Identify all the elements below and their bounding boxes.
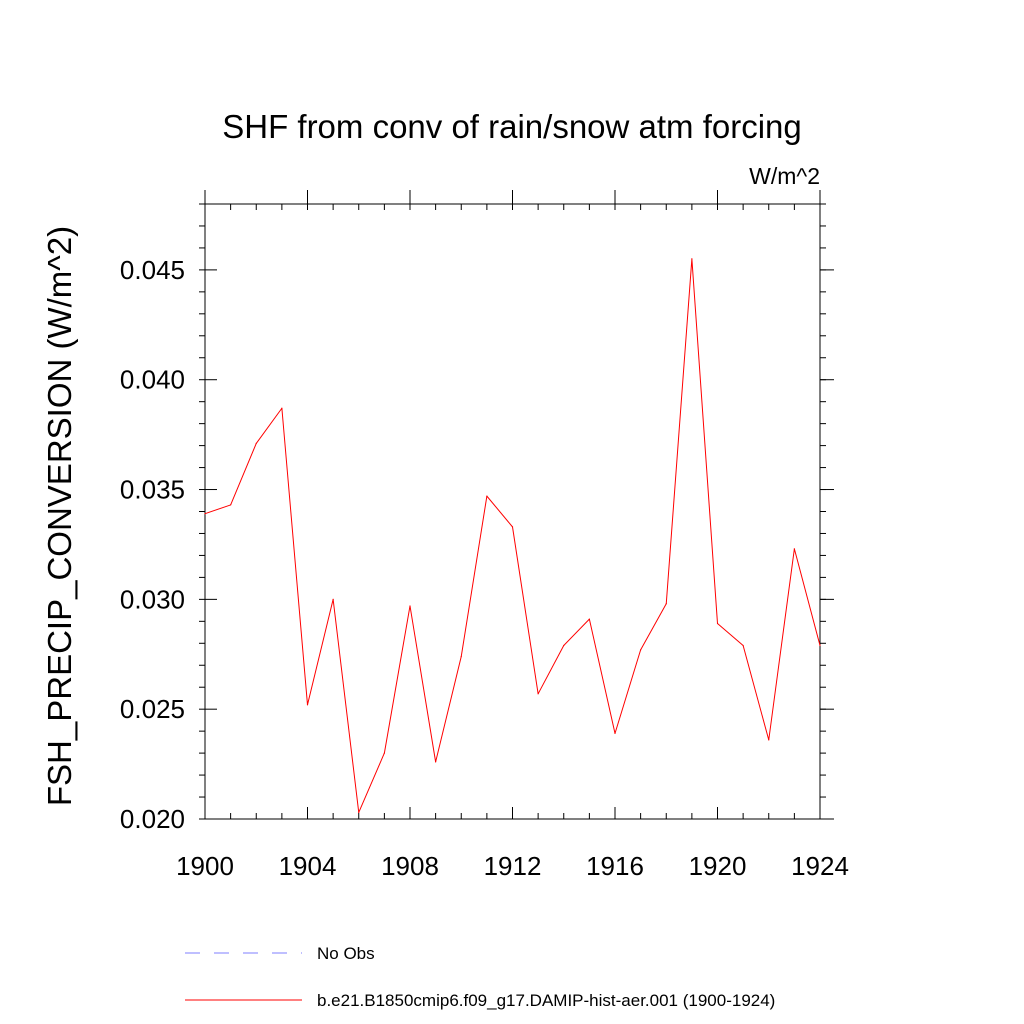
- legend-label-no-obs: No Obs: [317, 944, 375, 963]
- legend: No Obs b.e21.B1850cmip6.f09_g17.DAMIP-hi…: [185, 944, 775, 1010]
- x-axis-ticks: 1900 1904 1908 1912 1916 1920 1924: [176, 190, 849, 881]
- x-tick-label: 1920: [689, 851, 747, 881]
- data-point: [255, 442, 257, 445]
- x-tick-label: 1924: [791, 851, 849, 881]
- data-point: [819, 644, 821, 647]
- data-point: [486, 495, 488, 497]
- y-axis-ticks: 0.020 0.025 0.030 0.035 0.040 0.045: [120, 255, 834, 834]
- data-point: [204, 513, 206, 515]
- data-point: [306, 704, 309, 706]
- data-point: [768, 739, 770, 741]
- x-tick-label: 1900: [176, 851, 234, 881]
- data-point: [640, 649, 642, 651]
- x-tick-label: 1908: [381, 851, 439, 881]
- y-axis-label: FSH_PRECIP_CONVERSION (W/m^2): [41, 226, 78, 806]
- y-tick-label: 0.035: [120, 475, 185, 505]
- data-point: [230, 504, 232, 506]
- minor-ticks: [199, 203, 826, 820]
- series-line: [204, 258, 821, 813]
- data-point: [691, 258, 693, 260]
- plot-frame: [204, 203, 821, 820]
- data-point: [588, 618, 590, 620]
- y-tick-label: 0.025: [120, 694, 185, 724]
- y-tick-label: 0.030: [120, 584, 185, 614]
- data-point: [383, 752, 385, 754]
- data-point: [511, 526, 514, 528]
- legend-label-series: b.e21.B1850cmip6.f09_g17.DAMIP-hist-aer.…: [317, 991, 775, 1010]
- data-point: [537, 693, 539, 695]
- y-tick-label: 0.045: [120, 255, 185, 285]
- chart-title: SHF from conv of rain/snow atm forcing: [222, 108, 802, 145]
- data-point: [614, 732, 616, 734]
- data-point: [460, 655, 462, 658]
- data-point: [665, 603, 667, 605]
- data-point: [281, 407, 283, 409]
- y-tick-label: 0.040: [120, 365, 185, 395]
- series-layer: [204, 258, 821, 814]
- x-tick-label: 1912: [484, 851, 542, 881]
- data-point: [716, 622, 719, 625]
- data-point: [563, 644, 565, 647]
- data-point: [742, 644, 744, 647]
- x-tick-label: 1916: [586, 851, 644, 881]
- data-point: [435, 761, 437, 763]
- units-label: W/m^2: [749, 163, 820, 189]
- data-point: [793, 548, 795, 550]
- x-tick-label: 1904: [279, 851, 337, 881]
- data-point: [409, 605, 411, 607]
- data-point: [332, 598, 334, 600]
- data-point: [358, 811, 360, 814]
- y-tick-label: 0.020: [120, 804, 185, 834]
